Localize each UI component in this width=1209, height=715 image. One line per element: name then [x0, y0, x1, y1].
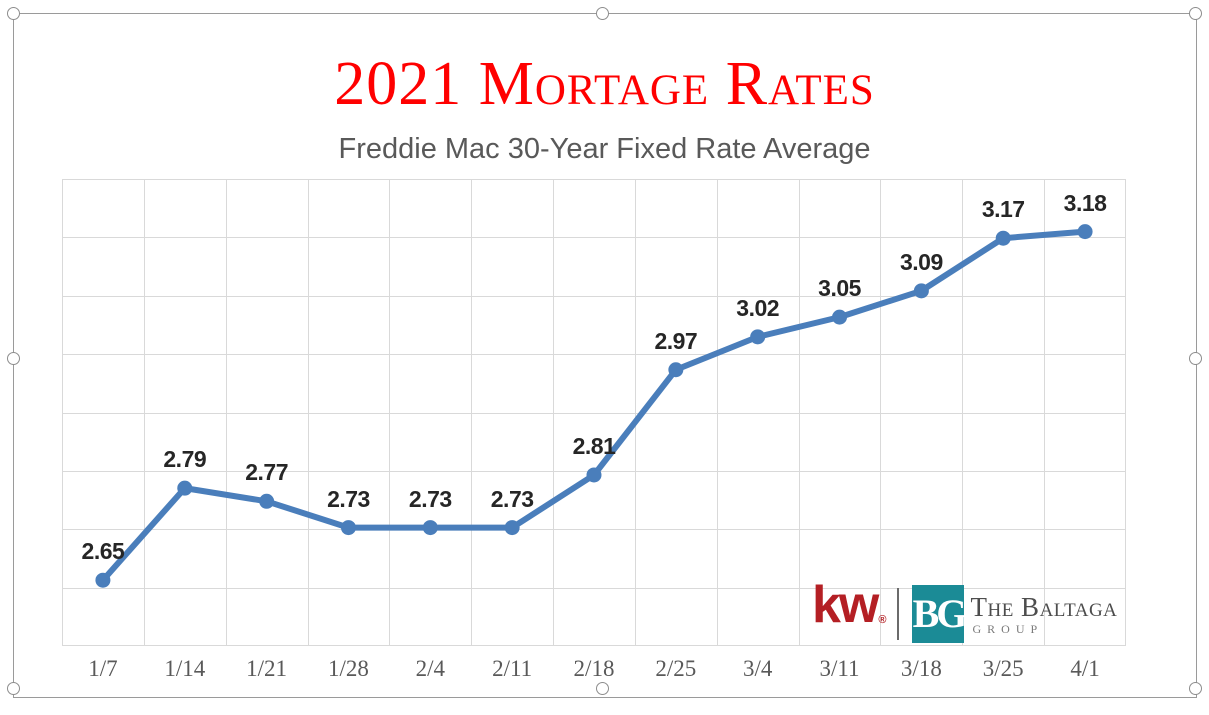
line-chart-svg	[62, 179, 1126, 646]
x-axis-tick-label: 3/25	[982, 656, 1024, 681]
bg-monogram-text: BG	[912, 591, 968, 636]
data-label: 2.73	[408, 485, 452, 512]
x-axis-tick-label: 3/11	[819, 656, 860, 681]
x-axis-tick-label: 3/18	[900, 656, 942, 681]
kw-text: kw	[812, 576, 879, 634]
resize-handle-middle-left[interactable]	[7, 352, 20, 365]
resize-handle-top-right[interactable]	[1189, 7, 1202, 20]
x-axis-tick-label: 1/28	[328, 656, 369, 681]
brokerage-logo: kw® BG The Baltaga GROUP	[812, 579, 1117, 645]
x-axis-tick-label: 1/14	[164, 656, 206, 681]
keller-williams-kw-mark: kw®	[812, 576, 887, 645]
chart-title: 2021 Mortage Rates	[334, 50, 875, 118]
resize-handle-top-center[interactable]	[596, 7, 609, 20]
data-label: 2.77	[245, 459, 288, 486]
x-axis-tick-label: 2/25	[655, 656, 697, 681]
data-label: 2.73	[490, 485, 534, 512]
baltaga-group-wordmark: The Baltaga GROUP	[970, 585, 1117, 643]
data-label: 2.81	[572, 432, 616, 459]
data-label: 2.97	[654, 327, 698, 354]
x-axis-tick-label: 1/21	[246, 656, 288, 681]
x-axis-tick-label: 3/4	[742, 656, 773, 681]
data-label: 3.17	[981, 196, 1025, 223]
x-axis-tick-label: 1/7	[88, 656, 118, 681]
data-label: 3.02	[736, 294, 780, 321]
resize-handle-bottom-center[interactable]	[596, 682, 609, 695]
resize-handle-middle-right[interactable]	[1189, 352, 1202, 365]
logo-divider	[897, 588, 900, 640]
registered-trademark-icon: ®	[878, 614, 887, 626]
data-label: 2.65	[81, 538, 125, 565]
x-axis-tick-label: 2/4	[415, 656, 445, 681]
baltaga-group-monogram-mark: BG	[912, 585, 968, 643]
x-axis-tick-label: 2/11	[492, 656, 533, 681]
baltaga-group-name: The Baltaga	[970, 591, 1118, 622]
data-label: 3.18	[1063, 189, 1107, 216]
resize-handle-bottom-left[interactable]	[7, 682, 20, 695]
resize-handle-top-left[interactable]	[7, 7, 20, 20]
chart-subtitle: Freddie Mac 30-Year Fixed Rate Average	[338, 133, 871, 165]
resize-handle-bottom-right[interactable]	[1189, 682, 1202, 695]
data-label: 2.73	[327, 485, 370, 512]
data-label: 3.05	[818, 275, 861, 302]
chart-plot-area[interactable]	[62, 179, 1126, 646]
data-label: 3.09	[899, 248, 943, 275]
x-axis-tick-label: 4/1	[1070, 656, 1100, 681]
baltaga-group-subname: GROUP	[972, 621, 1044, 636]
data-label: 2.79	[163, 446, 207, 473]
x-axis-tick-label: 2/18	[573, 656, 615, 681]
